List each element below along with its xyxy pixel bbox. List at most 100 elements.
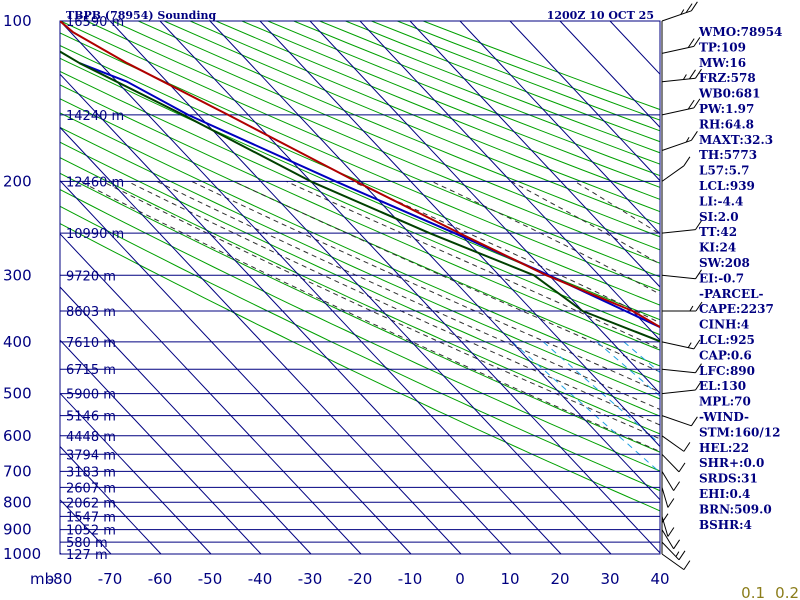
wind-barb-flag bbox=[667, 498, 675, 508]
dry-adiabat bbox=[60, 21, 660, 278]
temperature-tick-label: 30 bbox=[600, 570, 619, 588]
isotherm bbox=[59, 20, 562, 555]
height-label: 3183 m bbox=[66, 465, 116, 480]
wind-barb bbox=[661, 553, 691, 571]
parcel-trace bbox=[79, 62, 660, 329]
sounding-index: TH:5773 bbox=[699, 148, 757, 162]
isotherm bbox=[159, 20, 661, 554]
wind-barb-staff bbox=[661, 435, 685, 452]
sounding-index: LCL:925 bbox=[699, 333, 755, 347]
wind-barb bbox=[661, 363, 702, 374]
height-label: 12460 m bbox=[66, 175, 124, 190]
temperature-tick-label: -20 bbox=[348, 570, 373, 588]
height-label: 10990 m bbox=[66, 227, 124, 242]
isotherm bbox=[459, 20, 661, 235]
height-label: 6715 m bbox=[66, 363, 116, 378]
wind-barb-flag bbox=[683, 442, 691, 452]
pressure-tick-label: 1000 bbox=[3, 545, 41, 563]
height-label: 580 m bbox=[66, 536, 108, 551]
dry-adiabat bbox=[60, 172, 660, 453]
isotherm bbox=[59, 392, 212, 555]
isotherm bbox=[209, 20, 661, 501]
sounding-index: CAP:0.6 bbox=[699, 348, 752, 362]
sounding-index: CINH:4 bbox=[699, 318, 749, 332]
dry-adiabat bbox=[60, 98, 660, 367]
sounding-index: LI:-4.4 bbox=[699, 194, 743, 208]
height-label: 3794 m bbox=[66, 448, 116, 463]
wind-barb-staff bbox=[661, 471, 675, 491]
pressure-tick-label: 200 bbox=[3, 172, 32, 190]
wind-barb-flag bbox=[683, 156, 691, 167]
height-label: 1547 m bbox=[66, 510, 116, 525]
wind-barb-flag bbox=[673, 539, 681, 550]
wind-barb-flag bbox=[687, 38, 695, 48]
isotherm bbox=[609, 20, 661, 75]
isotherm bbox=[309, 20, 661, 394]
height-label: 14240 m bbox=[66, 109, 124, 124]
wind-barb-half bbox=[682, 74, 687, 80]
dry-adiabat bbox=[60, 223, 660, 512]
sounding-time: 1200Z 10 OCT 25 bbox=[547, 9, 654, 22]
sounding-index: SW:208 bbox=[699, 256, 750, 270]
sounding-index: PW:1.97 bbox=[699, 102, 754, 116]
wind-barb-flag bbox=[695, 220, 702, 230]
wind-barb-flag bbox=[695, 269, 702, 280]
isotherm bbox=[59, 339, 262, 555]
wind-barb bbox=[661, 98, 701, 116]
wind-barb-flag bbox=[690, 1, 698, 12]
temperature-trace bbox=[60, 21, 660, 329]
sounding-index: MAXT:32.3 bbox=[699, 133, 773, 147]
pressure-temperature-grid bbox=[59, 20, 661, 555]
height-label: 2062 m bbox=[66, 496, 116, 511]
sounding-index: CAPE:2237 bbox=[699, 302, 774, 316]
temperature-tick-label: -50 bbox=[198, 570, 223, 588]
isotherm bbox=[359, 20, 661, 341]
moist-adiabat bbox=[156, 180, 660, 411]
sounding-index: TT:42 bbox=[699, 225, 737, 239]
sounding-index: BSHR:4 bbox=[699, 518, 752, 532]
isotherm bbox=[59, 73, 512, 555]
isotherm bbox=[509, 20, 661, 181]
wind-barb-staff bbox=[661, 389, 696, 395]
wind-barb-flag bbox=[693, 98, 701, 109]
pressure-unit-label: mb bbox=[30, 570, 54, 588]
wind-barb-flag bbox=[695, 301, 703, 312]
pressure-tick-label: 900 bbox=[3, 521, 32, 539]
temperature-tick-label: -30 bbox=[298, 570, 323, 588]
sounding-index: SRDS:31 bbox=[699, 472, 758, 486]
wind-barb-staff bbox=[661, 553, 685, 571]
wind-barb-flag bbox=[689, 69, 696, 80]
isotherm bbox=[59, 180, 412, 555]
wind-barb-flag bbox=[678, 550, 686, 561]
moist-adiabat bbox=[79, 180, 660, 453]
height-label: 7610 m bbox=[66, 336, 116, 351]
moist-adiabat bbox=[191, 180, 660, 393]
wind-barb bbox=[661, 471, 681, 491]
wind-barb-flag bbox=[695, 68, 702, 79]
isotherm bbox=[59, 127, 462, 555]
wind-barb-flag bbox=[690, 416, 698, 427]
height-label: 2607 m bbox=[66, 481, 116, 496]
wind-barb bbox=[661, 131, 698, 151]
temperature-tick-label: 40 bbox=[650, 570, 669, 588]
dry-adiabat bbox=[60, 70, 660, 336]
sounding-index: TP:109 bbox=[699, 40, 746, 54]
wind-barb-flag bbox=[695, 380, 702, 391]
dewpoint-trace bbox=[60, 50, 660, 343]
sounding-index: MPL:70 bbox=[699, 395, 751, 409]
temperature-tick-label: 0 bbox=[455, 570, 465, 588]
wind-barb-flag bbox=[685, 3, 693, 13]
pressure-tick-label: 500 bbox=[3, 385, 32, 403]
wind-barb-half bbox=[689, 305, 694, 312]
wind-barb-flag bbox=[690, 131, 698, 141]
wind-barb-flag bbox=[678, 462, 686, 473]
wind-barb-half bbox=[687, 342, 692, 348]
dry-adiabat bbox=[60, 112, 660, 383]
dry-adiabat bbox=[112, 21, 660, 251]
mixing-ratio-label: 0.2 bbox=[775, 584, 799, 600]
moist-adiabat bbox=[233, 180, 660, 373]
dry-adiabat bbox=[60, 205, 660, 492]
pressure-tick-label: 400 bbox=[3, 333, 32, 351]
